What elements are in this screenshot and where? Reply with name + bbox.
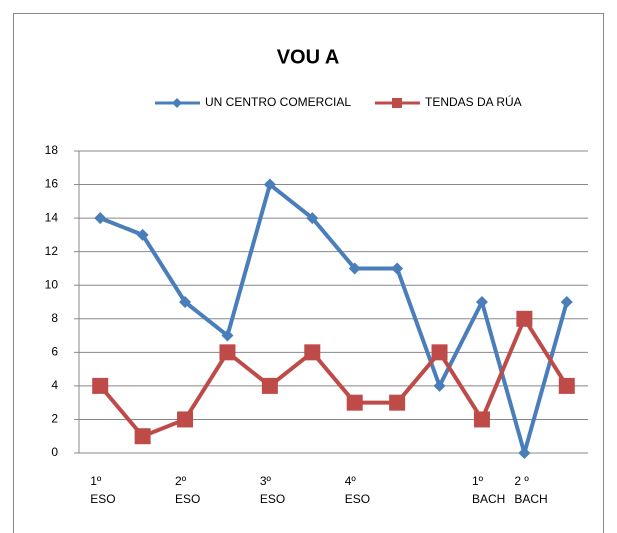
marker	[516, 310, 533, 327]
x-tick-label-line: ESO	[345, 492, 370, 506]
marker	[134, 428, 151, 445]
marker	[346, 394, 363, 411]
x-tick-label: 1º ESO	[90, 474, 115, 506]
x-tick-label-line: 2º	[175, 474, 187, 488]
marker	[475, 296, 488, 308]
x-tick-label: 4º ESO	[345, 474, 370, 506]
legend-label: TENDAS DA RÚA	[425, 94, 522, 109]
legend-label: UN CENTRO COMERCIAL	[205, 95, 351, 109]
x-tick-label-line: ESO	[90, 492, 115, 506]
marker	[261, 377, 278, 394]
chart-frame	[13, 13, 604, 533]
x-tick-label-line: ESO	[175, 492, 200, 506]
legend-marker	[172, 98, 182, 108]
marker	[221, 329, 234, 342]
marker	[473, 411, 490, 428]
x-tick-label-line: 3º	[260, 474, 272, 488]
marker	[391, 262, 404, 275]
y-tick-label: 8	[51, 311, 58, 325]
x-tick-label: 1º BACH	[472, 474, 505, 506]
marker	[389, 394, 406, 411]
marker	[92, 377, 109, 394]
marker	[306, 212, 319, 225]
marker	[94, 212, 107, 225]
chart-title: VOU A	[277, 46, 340, 68]
x-tick-label-line: 1º	[472, 474, 484, 488]
y-tick-label: 6	[51, 345, 58, 359]
x-tick-label: 3º ESO	[260, 474, 285, 506]
x-tick-label-line: 1º	[90, 474, 102, 488]
y-tick-label: 4	[51, 378, 58, 392]
y-tick-label: 16	[45, 177, 59, 191]
marker	[179, 296, 192, 308]
x-tick-label-line: 4º	[345, 474, 357, 488]
x-tick-label-line: 2 º	[514, 474, 529, 488]
y-tick-label: 2	[51, 412, 58, 426]
y-tick-label: 0	[51, 445, 58, 459]
marker	[431, 344, 448, 361]
marker	[263, 178, 276, 191]
series-line	[99, 182, 569, 455]
marker	[304, 344, 321, 361]
marker	[433, 379, 446, 392]
x-tick-label-line: BACH	[472, 492, 505, 506]
x-tick-label-line: BACH	[514, 492, 547, 506]
y-tick-label: 14	[45, 210, 59, 224]
marker	[348, 262, 361, 275]
x-tick-label: 2º ESO	[175, 474, 200, 506]
y-tick-label: 10	[45, 277, 59, 291]
marker	[560, 296, 573, 308]
marker	[177, 411, 194, 428]
legend-marker	[392, 98, 402, 108]
marker	[558, 377, 575, 394]
x-tick-label: 2 º BACH	[514, 474, 547, 506]
y-tick-label: 12	[45, 244, 59, 258]
marker	[136, 228, 149, 241]
y-tick-label: 18	[45, 143, 59, 157]
marker	[219, 344, 236, 361]
x-tick-label-line: ESO	[260, 492, 285, 506]
marker	[518, 447, 531, 459]
